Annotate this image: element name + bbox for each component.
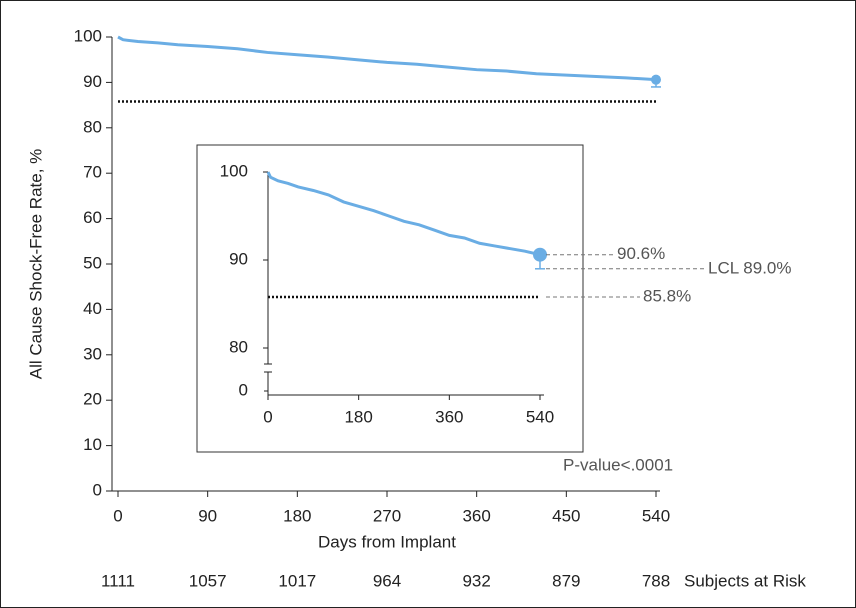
y-tick-label: 0 (239, 380, 248, 399)
x-tick-label: 450 (552, 506, 580, 525)
x-tick-label: 90 (198, 506, 217, 525)
p-value: P-value<.0001 (563, 455, 673, 474)
at-risk-value: 1057 (189, 571, 227, 590)
x-tick-label: 540 (526, 407, 554, 426)
endpoint (533, 247, 547, 262)
endpoint (651, 74, 661, 85)
inset-frame (196, 144, 584, 453)
y-tick-label: 100 (74, 26, 102, 45)
y-axis-label: All Cause Shock-Free Rate, % (26, 149, 45, 380)
x-tick-label: 270 (373, 506, 401, 525)
at-risk-label: Subjects at Risk (684, 571, 806, 590)
y-tick-label: 90 (83, 72, 102, 91)
at-risk-value: 1111 (101, 571, 135, 590)
y-tick-label: 70 (83, 163, 102, 182)
x-tick-label: 180 (344, 407, 372, 426)
y-tick-label: 20 (83, 390, 102, 409)
y-tick-label: 60 (83, 208, 102, 227)
x-tick-label: 360 (435, 407, 463, 426)
at-risk-value: 964 (373, 571, 401, 590)
y-tick-label: 90 (229, 249, 248, 268)
x-tick-label: 180 (283, 506, 311, 525)
y-tick-label: 10 (83, 435, 102, 454)
at-risk-value: 879 (552, 571, 580, 590)
x-tick-label: 0 (113, 506, 122, 525)
y-tick-label: 40 (83, 299, 102, 318)
survival-line (117, 35, 657, 82)
x-tick-label: 0 (263, 407, 272, 426)
annotation: 90.6% (617, 244, 665, 263)
at-risk-value: 1017 (278, 571, 316, 590)
annotation: 85.8% (643, 286, 691, 305)
x-tick-label: 540 (642, 506, 670, 525)
y-tick-label: 80 (229, 337, 248, 356)
annotation: LCL 89.0% (708, 258, 791, 277)
at-risk-value: 932 (462, 571, 490, 590)
y-tick-label: 30 (83, 344, 102, 363)
y-tick-label: 50 (83, 253, 102, 272)
y-tick-label: 0 (93, 480, 102, 499)
survival-line (266, 171, 541, 257)
y-tick-label: 80 (83, 117, 102, 136)
at-risk-value: 788 (642, 571, 670, 590)
y-tick-label: 100 (220, 161, 248, 180)
x-tick-label: 360 (462, 506, 490, 525)
x-axis-label: Days from Implant (318, 532, 456, 551)
